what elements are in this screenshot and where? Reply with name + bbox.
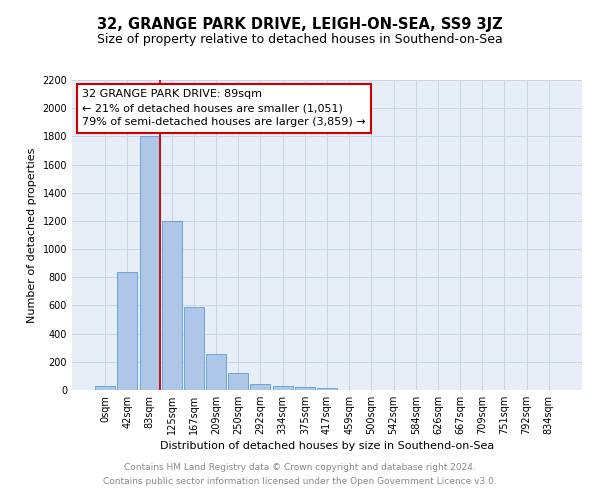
Y-axis label: Number of detached properties: Number of detached properties — [27, 148, 37, 322]
Text: 32, GRANGE PARK DRIVE, LEIGH-ON-SEA, SS9 3JZ: 32, GRANGE PARK DRIVE, LEIGH-ON-SEA, SS9… — [97, 18, 503, 32]
Bar — [295, 387, 315, 390]
Bar — [95, 386, 115, 390]
Text: Contains public sector information licensed under the Open Government Licence v3: Contains public sector information licen… — [103, 477, 497, 486]
Bar — [140, 136, 160, 390]
Bar — [250, 384, 271, 390]
X-axis label: Distribution of detached houses by size in Southend-on-Sea: Distribution of detached houses by size … — [160, 441, 494, 451]
Bar — [317, 388, 337, 390]
Bar — [118, 272, 137, 390]
Bar — [162, 221, 182, 390]
Text: Contains HM Land Registry data © Crown copyright and database right 2024.: Contains HM Land Registry data © Crown c… — [124, 464, 476, 472]
Bar — [272, 386, 293, 390]
Bar — [184, 307, 204, 390]
Text: Size of property relative to detached houses in Southend-on-Sea: Size of property relative to detached ho… — [97, 32, 503, 46]
Bar — [228, 373, 248, 390]
Bar — [206, 354, 226, 390]
Text: 32 GRANGE PARK DRIVE: 89sqm
← 21% of detached houses are smaller (1,051)
79% of : 32 GRANGE PARK DRIVE: 89sqm ← 21% of det… — [82, 90, 366, 128]
